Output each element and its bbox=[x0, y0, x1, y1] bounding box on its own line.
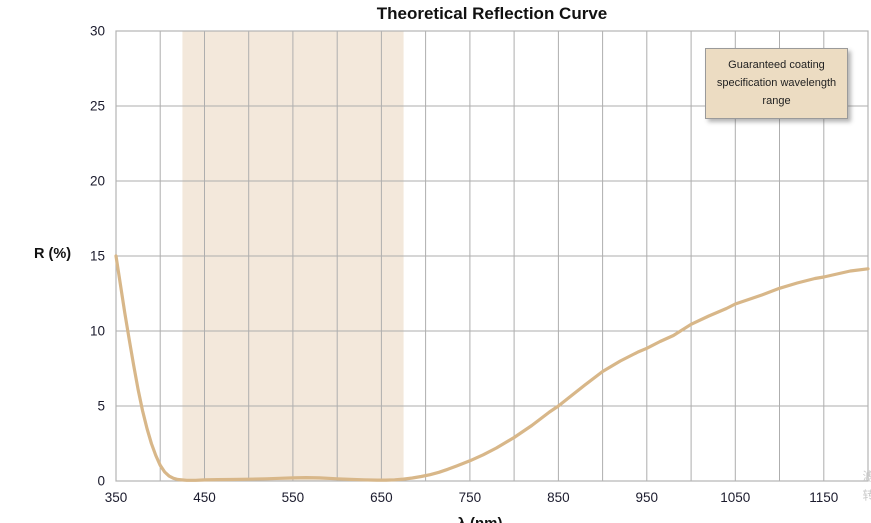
x-tick-label: 1150 bbox=[809, 490, 838, 505]
x-tick-label: 950 bbox=[636, 490, 659, 505]
y-tick-label: 15 bbox=[90, 249, 105, 264]
y-tick-label: 25 bbox=[90, 99, 105, 114]
chart-title: Theoretical Reflection Curve bbox=[376, 4, 608, 23]
x-tick-label: 1050 bbox=[720, 490, 750, 505]
x-axis-title: λ (nm) bbox=[380, 515, 580, 523]
x-tick-label: 450 bbox=[193, 490, 216, 505]
reflection-curve bbox=[114, 254, 870, 482]
y-tick-label: 5 bbox=[97, 399, 105, 414]
y-tick-label: 30 bbox=[90, 24, 105, 39]
x-tick-label: 650 bbox=[370, 490, 393, 505]
guaranteed-range-annotation: Guaranteed coating specification wavelen… bbox=[705, 48, 848, 119]
y-tick-label: 10 bbox=[90, 324, 105, 339]
x-tick-label: 850 bbox=[547, 490, 570, 505]
x-tick-label: 350 bbox=[105, 490, 128, 505]
x-tick-label: 550 bbox=[282, 490, 305, 505]
y-axis-title: R (%) bbox=[34, 246, 72, 262]
y-tick-label: 20 bbox=[90, 174, 105, 189]
watermark-text: 滤转 bbox=[861, 470, 871, 508]
x-tick-label: 750 bbox=[459, 490, 482, 505]
y-tick-label: 0 bbox=[97, 474, 105, 489]
